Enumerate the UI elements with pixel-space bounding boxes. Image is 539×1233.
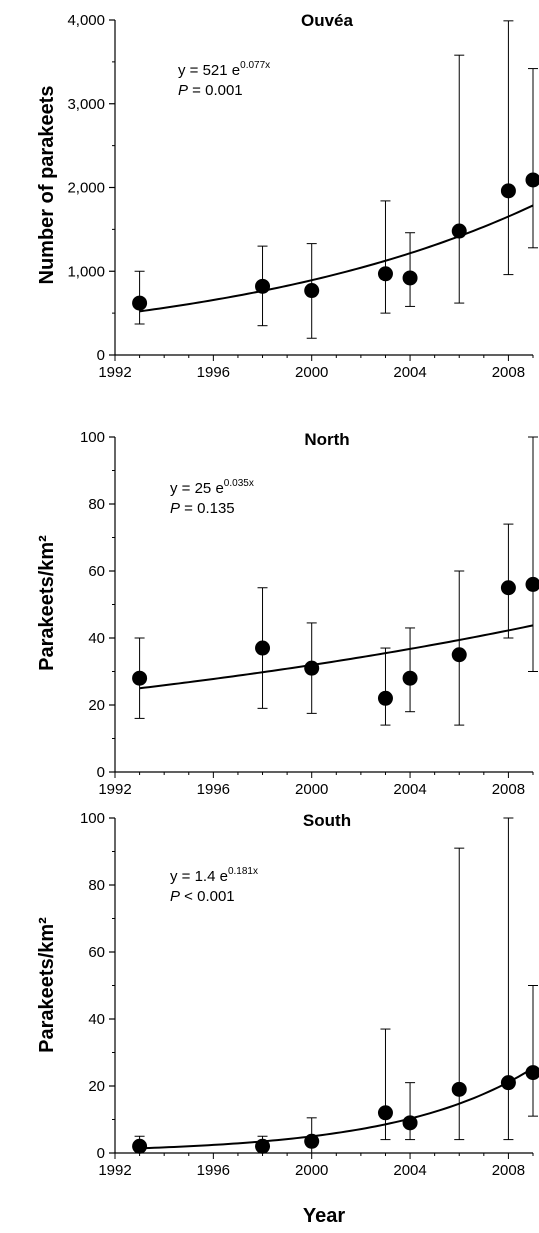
chart-panel-1: 0 1,000 2,000 3,000 4,000 1992 1996 2000 2004 200… [36, 11, 539, 381]
data-point [255, 1139, 270, 1154]
x-tick-label: 2000 [295, 364, 328, 381]
x-tick-label: 2004 [393, 1162, 426, 1179]
y-tick-label: 80 [88, 877, 105, 894]
panel-title: North [304, 430, 349, 449]
p-value-label: P [170, 888, 180, 905]
panel-title: South [303, 811, 351, 830]
equation-text: y = 25 e0.035x [170, 478, 254, 497]
data-point [501, 183, 516, 198]
equation-base: y = 1.4 e [170, 868, 228, 885]
data-point [378, 1105, 393, 1120]
y-axis-label: Parakeets/km² [36, 917, 58, 1053]
fit-curve [140, 625, 533, 688]
p-value-text: P = 0.135 [170, 500, 235, 517]
data-point [304, 1134, 319, 1149]
data-point [452, 647, 467, 662]
p-value-text: P < 0.001 [170, 888, 235, 905]
x-tick-label: 1996 [197, 364, 230, 381]
equation-exponent: 0.181x [228, 866, 258, 877]
y-tick-label: 20 [88, 697, 105, 714]
y-tick-label: 100 [80, 810, 105, 827]
equation-exponent: 0.077x [240, 60, 270, 71]
p-value: < 0.001 [180, 888, 235, 905]
data-point [378, 266, 393, 281]
y-axis-label: Number of parakeets [36, 86, 58, 285]
data-point [403, 671, 418, 686]
data-point [304, 283, 319, 298]
x-tick-label: 1996 [197, 781, 230, 798]
y-tick-label: 4,000 [67, 12, 105, 29]
data-point [526, 172, 539, 187]
data-point [255, 641, 270, 656]
data-point [304, 661, 319, 676]
y-tick-label: 80 [88, 496, 105, 513]
x-tick-label: 2008 [492, 1162, 525, 1179]
data-point [526, 1065, 539, 1080]
p-value: = 0.135 [180, 500, 235, 517]
x-tick-label: 1996 [197, 1162, 230, 1179]
x-tick-label: 2000 [295, 1162, 328, 1179]
data-point [526, 577, 539, 592]
data-point [501, 1075, 516, 1090]
y-axis-label: Parakeets/km² [36, 535, 58, 671]
x-tick-label: 2004 [393, 781, 426, 798]
y-tick-label: 0 [97, 764, 105, 781]
fit-curve [140, 1068, 533, 1148]
data-point [452, 224, 467, 239]
data-point [132, 296, 147, 311]
equation-base: y = 521 e [178, 62, 240, 79]
y-tick-label: 0 [97, 347, 105, 364]
equation-text: y = 1.4 e0.181x [170, 866, 258, 885]
panel-title: Ouvéa [301, 11, 354, 30]
p-value: = 0.001 [188, 82, 243, 99]
chart-panel-3: 0 20 40 60 80 100 1992 1996 2000 2004 2008 South Par… [36, 810, 539, 1227]
y-tick-label: 60 [88, 563, 105, 580]
x-tick-label: 2008 [492, 781, 525, 798]
data-point [132, 671, 147, 686]
y-tick-label: 2,000 [67, 180, 105, 197]
y-tick-label: 20 [88, 1078, 105, 1095]
x-tick-label: 2004 [393, 364, 426, 381]
y-tick-label: 60 [88, 944, 105, 961]
equation-text: y = 521 e0.077x [178, 60, 270, 79]
y-tick-label: 40 [88, 630, 105, 647]
p-value-label: P [170, 500, 180, 517]
data-point [452, 1082, 467, 1097]
chart-panel-2: 0 20 40 60 80 100 1992 1996 2000 2004 2008 North Par… [36, 429, 539, 798]
data-point [403, 270, 418, 285]
p-value-text: P = 0.001 [178, 82, 243, 99]
x-axis-label: Year [303, 1205, 345, 1227]
x-tick-label: 1992 [98, 1162, 131, 1179]
y-tick-label: 1,000 [67, 263, 105, 280]
x-tick-label: 2008 [492, 364, 525, 381]
fit-curve [140, 205, 533, 311]
data-point [403, 1115, 418, 1130]
data-point [132, 1139, 147, 1154]
equation-base: y = 25 e [170, 480, 224, 497]
x-tick-label: 1992 [98, 364, 131, 381]
equation-exponent: 0.035x [224, 478, 254, 489]
x-tick-label: 1992 [98, 781, 131, 798]
data-point [501, 580, 516, 595]
y-tick-label: 100 [80, 429, 105, 446]
data-point [378, 691, 393, 706]
x-tick-label: 2000 [295, 781, 328, 798]
y-tick-label: 40 [88, 1011, 105, 1028]
p-value-label: P [178, 82, 188, 99]
y-tick-label: 3,000 [67, 96, 105, 113]
y-tick-label: 0 [97, 1145, 105, 1162]
data-point [255, 279, 270, 294]
